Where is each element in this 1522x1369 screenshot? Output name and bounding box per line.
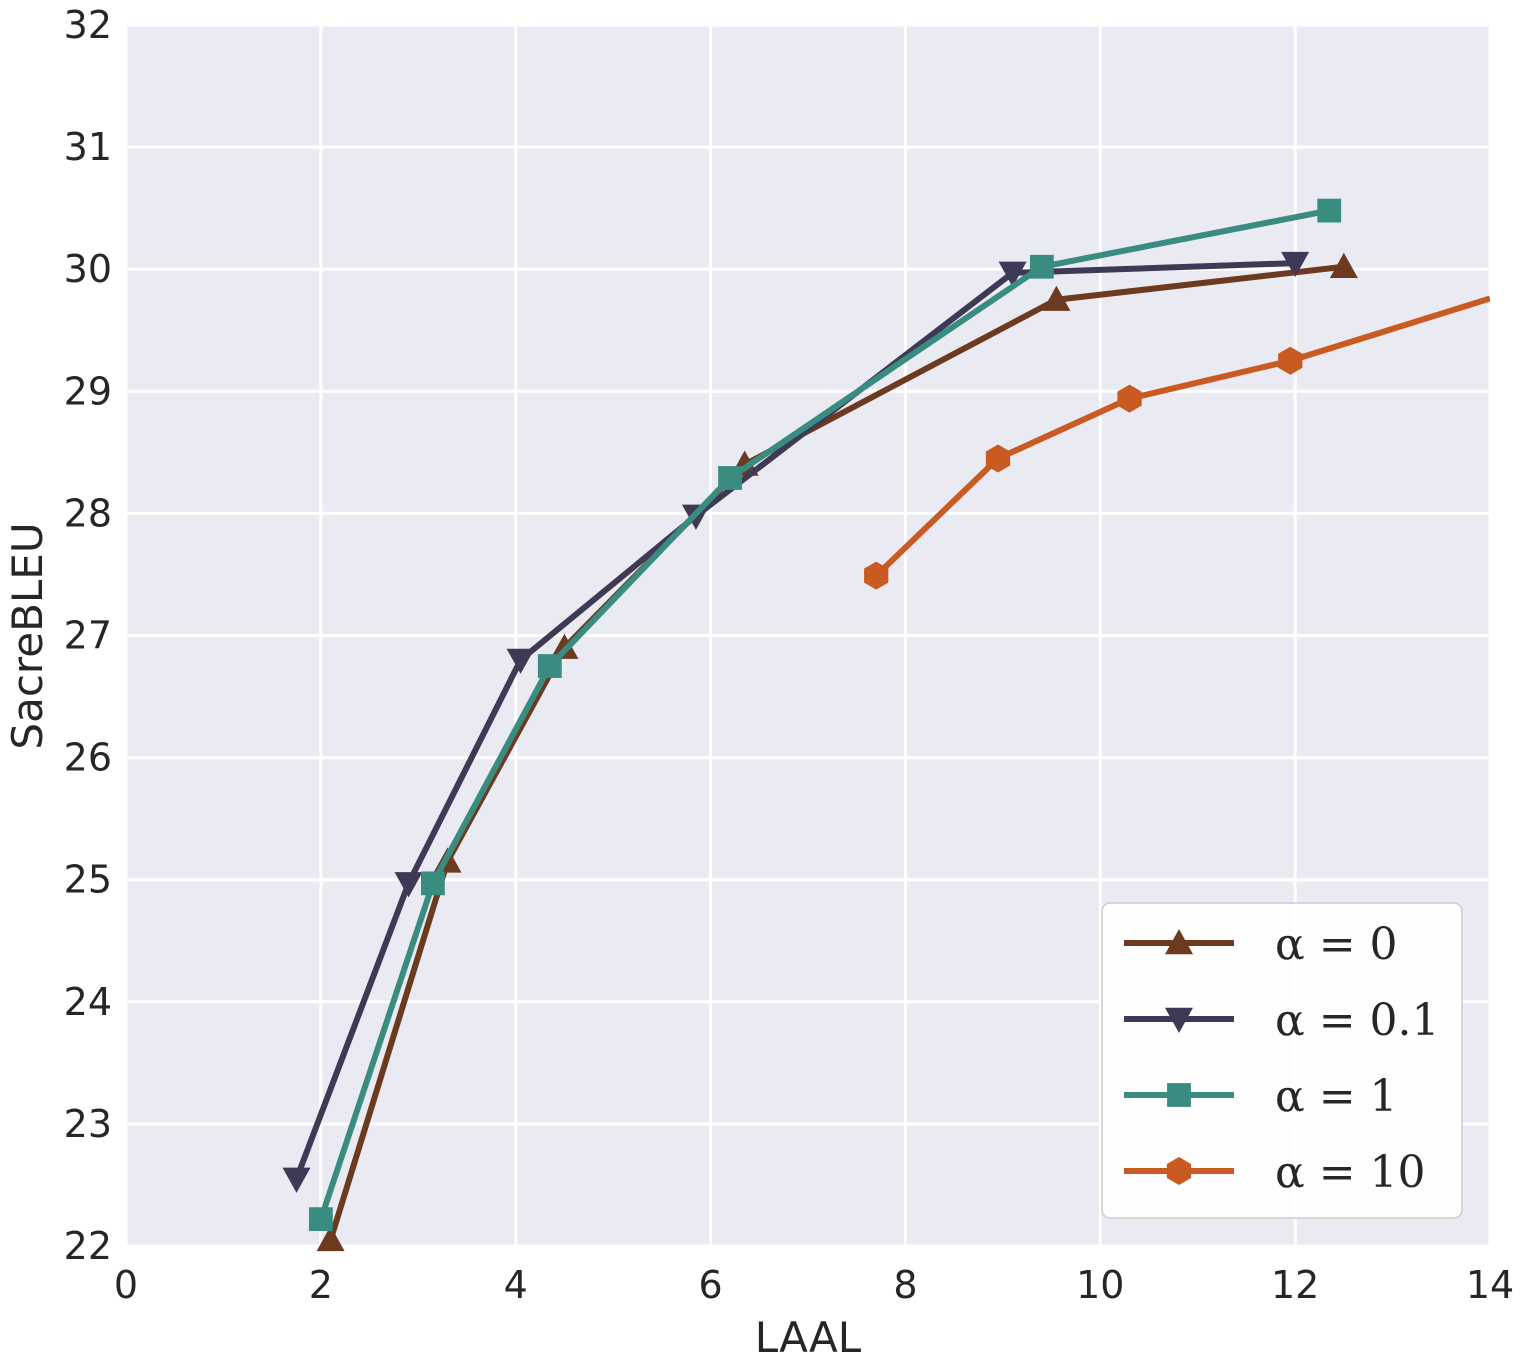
series-2: [308, 198, 1342, 1232]
series-3: [864, 295, 1490, 590]
data-point: [282, 1167, 311, 1193]
y-tick-label: 23: [64, 1102, 112, 1146]
data-point: [1042, 285, 1071, 311]
x-tick-label: 10: [1076, 1263, 1124, 1307]
data-point: [1278, 346, 1303, 375]
x-tick-label: 0: [114, 1263, 138, 1307]
y-tick-label: 30: [64, 247, 112, 291]
y-tick-label: 28: [64, 491, 112, 535]
y-tick-label: 26: [64, 736, 112, 780]
series-1: [282, 251, 1310, 1193]
data-point: [718, 466, 742, 490]
data-point: [1029, 254, 1054, 279]
data-point: [1317, 198, 1342, 223]
legend-marker: [1165, 929, 1193, 955]
x-tick-label: 8: [893, 1263, 917, 1307]
data-point: [506, 648, 535, 674]
series-group: [282, 198, 1490, 1252]
x-tick-label: 12: [1271, 1263, 1319, 1307]
legend-marker: [1167, 1083, 1191, 1107]
data-point: [1117, 384, 1142, 413]
x-tick-label: 2: [309, 1263, 333, 1307]
x-tick-label: 14: [1466, 1263, 1514, 1307]
y-tick-label: 27: [64, 614, 112, 658]
data-point: [1329, 252, 1358, 278]
data-point: [394, 872, 423, 898]
x-tick-label: 6: [698, 1263, 722, 1307]
data-point: [537, 654, 562, 678]
y-tick-label: 29: [64, 369, 112, 413]
legend-label: α = 1: [1275, 1071, 1398, 1122]
y-axis-ticks: 22 23 24 25 26 27 28 29 30 31 32: [64, 3, 112, 1268]
legend-label: α = 0: [1275, 919, 1398, 970]
legend-marker: [1165, 1007, 1193, 1033]
legend-label: α = 10: [1275, 1147, 1426, 1198]
x-tick-label: 4: [504, 1263, 528, 1307]
data-point: [1281, 251, 1310, 278]
data-point: [550, 633, 579, 659]
data-point: [864, 561, 889, 590]
data-point: [421, 871, 445, 896]
legend-label: α = 0.1: [1275, 995, 1440, 1046]
legend-entry: α = 10: [1124, 1147, 1426, 1198]
legend-entry: α = 0.1: [1124, 995, 1440, 1046]
data-point: [985, 444, 1011, 473]
y-axis-label: SacreBLEU: [3, 522, 52, 749]
y-tick-label: 24: [64, 980, 112, 1024]
legend-box: [1101, 902, 1463, 1219]
series-line: [293, 260, 1296, 1180]
y-tick-label: 25: [64, 858, 112, 902]
data-point: [316, 1225, 345, 1252]
legend-entry: α = 1: [1124, 1071, 1398, 1122]
series-line: [318, 207, 1330, 1221]
y-tick-label: 31: [64, 125, 112, 169]
data-point: [308, 1207, 333, 1232]
x-axis-label: LAAL: [755, 1313, 862, 1362]
legend-entry: α = 0: [1124, 919, 1398, 970]
legend-marker: [1166, 1157, 1192, 1185]
y-tick-label: 32: [64, 3, 112, 47]
x-axis-ticks: 0 2 4 6 8 10 12 14: [114, 1263, 1514, 1307]
data-point: [998, 261, 1027, 287]
y-tick-label: 22: [64, 1224, 112, 1268]
legend: α = 0 α = 0.1 α = 1 α = 10: [1101, 902, 1463, 1219]
